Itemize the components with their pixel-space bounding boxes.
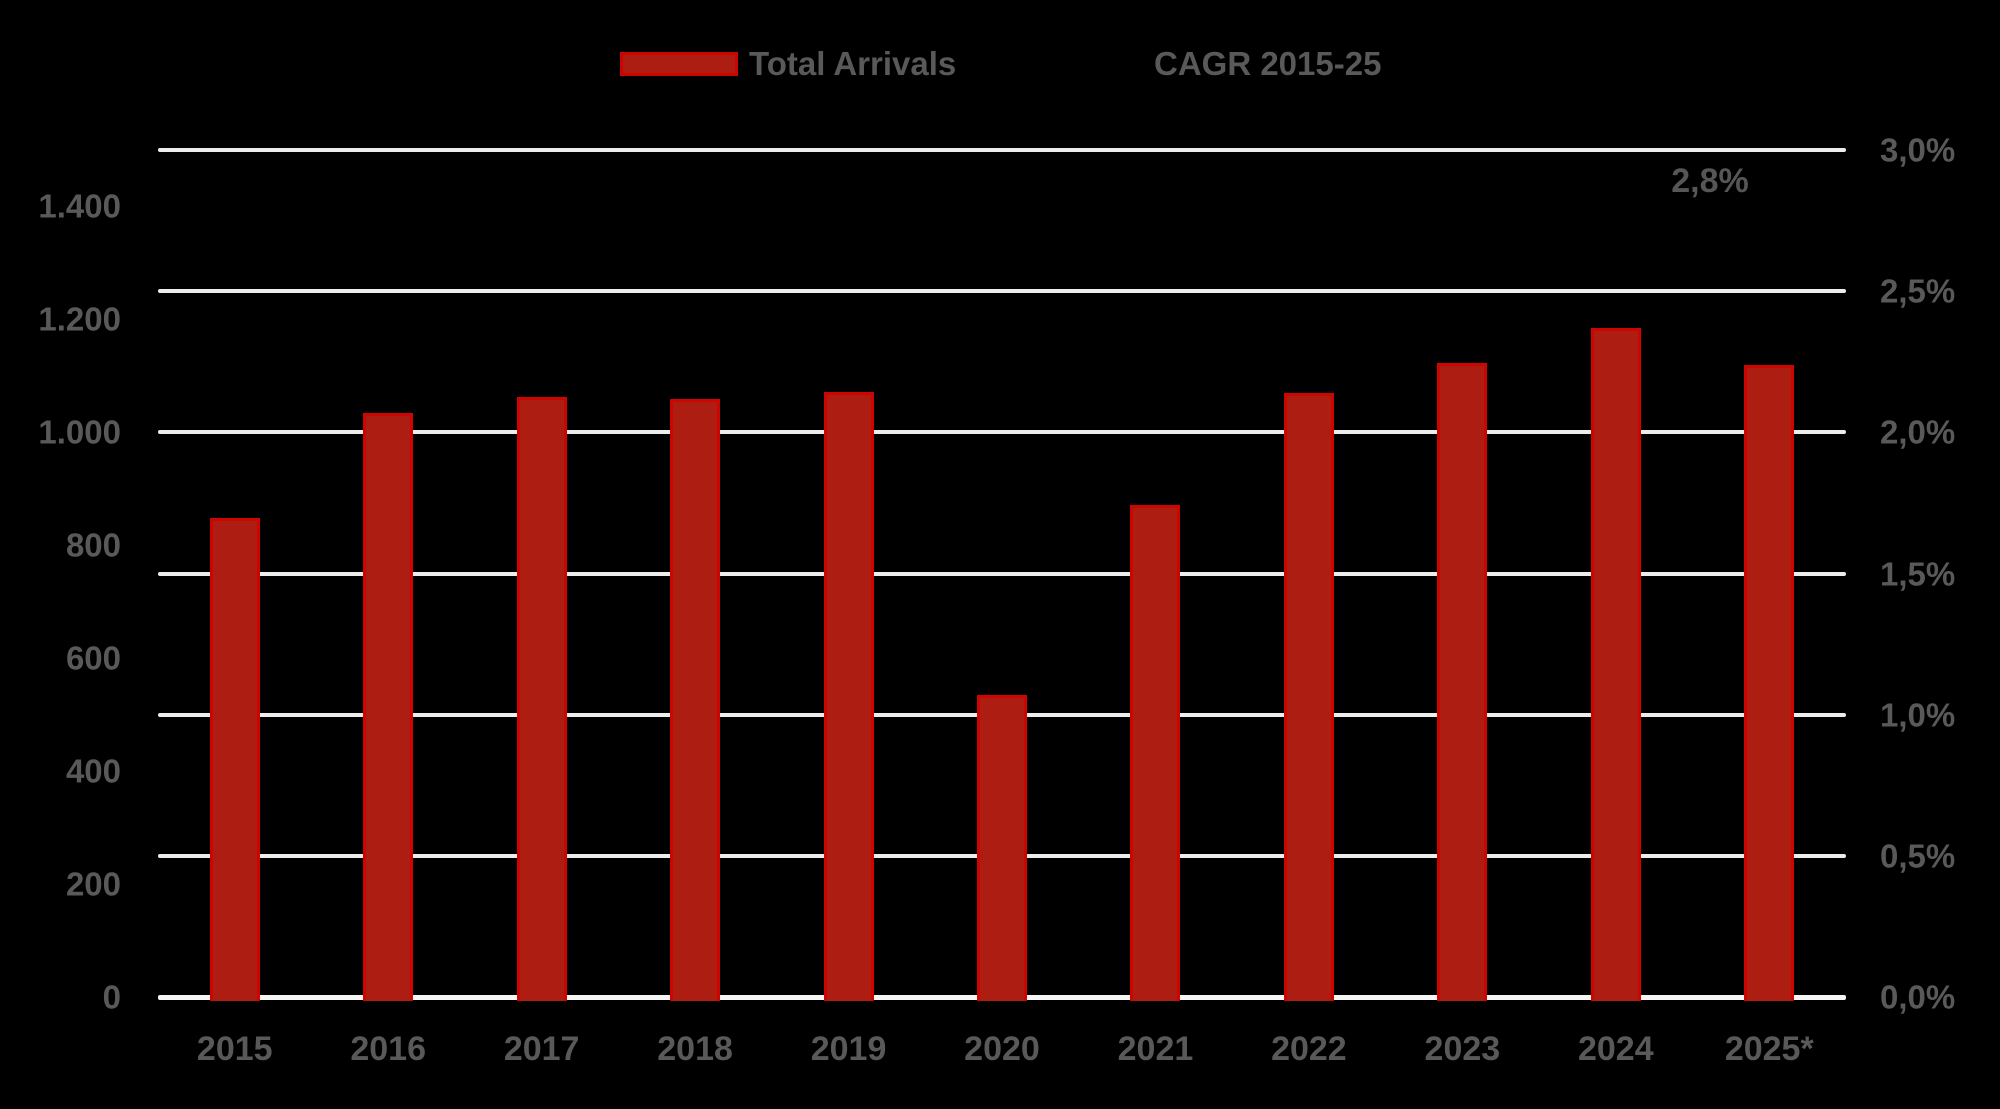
y-axis-right-label: 0,0%: [1880, 978, 1956, 1016]
y-axis-left-label: 0: [102, 978, 121, 1016]
y-axis-right-label: 1,5%: [1880, 555, 1956, 592]
legend: Total Arrivals CAGR 2015-25: [0, 44, 2000, 84]
y-axis-left-label: 600: [65, 639, 121, 677]
legend-item: CAGR 2015-25: [1154, 44, 1381, 84]
legend-swatch-icon: [620, 52, 738, 76]
y-axis-right-label: 2,0%: [1880, 413, 1956, 451]
legend-item: Total Arrivals: [620, 44, 956, 84]
y-axis-right-label: 2,5%: [1880, 272, 1956, 310]
x-axis-label-2025*: 2025*: [1724, 1030, 1814, 1068]
x-axis-label-2021: 2021: [1117, 1030, 1194, 1068]
gridline: [158, 148, 1846, 152]
plot-area: [158, 148, 1846, 1001]
y-axis-right-label: 1,0%: [1880, 696, 1956, 734]
bar-2018: [670, 399, 721, 1001]
bar-2020: [977, 694, 1027, 1001]
x-axis-label-2024: 2024: [1577, 1030, 1654, 1068]
cagr-data-label: 2,8%: [1671, 162, 1749, 200]
y-axis-left-label: 800: [65, 526, 121, 564]
x-axis-label-2016: 2016: [350, 1030, 426, 1068]
bar-2021: [1130, 504, 1181, 1001]
x-axis-label-2015: 2015: [196, 1030, 273, 1068]
bar-2022: [1283, 392, 1334, 1001]
x-axis-label-2019: 2019: [810, 1030, 887, 1068]
legend-label: CAGR 2015-25: [1154, 45, 1382, 82]
bar-2023: [1437, 362, 1488, 1001]
y-axis-left-label: 1.400: [38, 187, 121, 225]
gridline: [158, 430, 1846, 435]
y-axis-left-label: 1.200: [38, 300, 121, 338]
x-axis-label-2020: 2020: [964, 1030, 1040, 1068]
y-axis-right-label: 3,0%: [1880, 131, 1956, 169]
y-axis-right-label: 0,5%: [1880, 837, 1956, 875]
y-axis-left-label: 200: [65, 865, 121, 903]
gridline: [158, 289, 1846, 294]
bar-2025*: [1744, 365, 1795, 1001]
legend-label: Total Arrivals: [749, 45, 957, 82]
y-axis-left-label: 1.000: [38, 413, 121, 451]
x-axis-label-2022: 2022: [1271, 1030, 1347, 1068]
bar-2019: [823, 391, 874, 1001]
bar-2024: [1590, 327, 1641, 1001]
y-axis-left-label: 400: [65, 752, 121, 790]
bar-2016: [363, 412, 414, 1001]
bar-2017: [516, 396, 567, 1001]
x-axis-label-2018: 2018: [657, 1030, 733, 1068]
x-axis-label-2017: 2017: [503, 1030, 580, 1068]
x-axis-label-2023: 2023: [1424, 1030, 1501, 1068]
gridline: [158, 571, 1846, 576]
bar-2015: [209, 518, 260, 1001]
